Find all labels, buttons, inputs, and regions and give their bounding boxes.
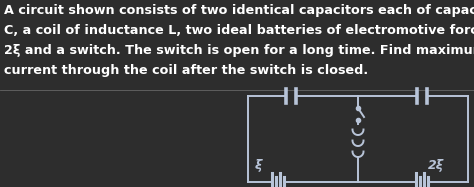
Text: 2ξ: 2ξ	[428, 160, 444, 172]
Text: ξ: ξ	[255, 160, 262, 172]
Text: 2ξ and a switch. The switch is open for a long time. Find maximum: 2ξ and a switch. The switch is open for …	[4, 44, 474, 57]
Text: current through the coil after the switch is closed.: current through the coil after the switc…	[4, 64, 368, 77]
Text: C, a coil of inductance L, two ideal batteries of electromotive force ξ and: C, a coil of inductance L, two ideal bat…	[4, 24, 474, 37]
Text: A circuit shown consists of two identical capacitors each of capacitance: A circuit shown consists of two identica…	[4, 4, 474, 17]
